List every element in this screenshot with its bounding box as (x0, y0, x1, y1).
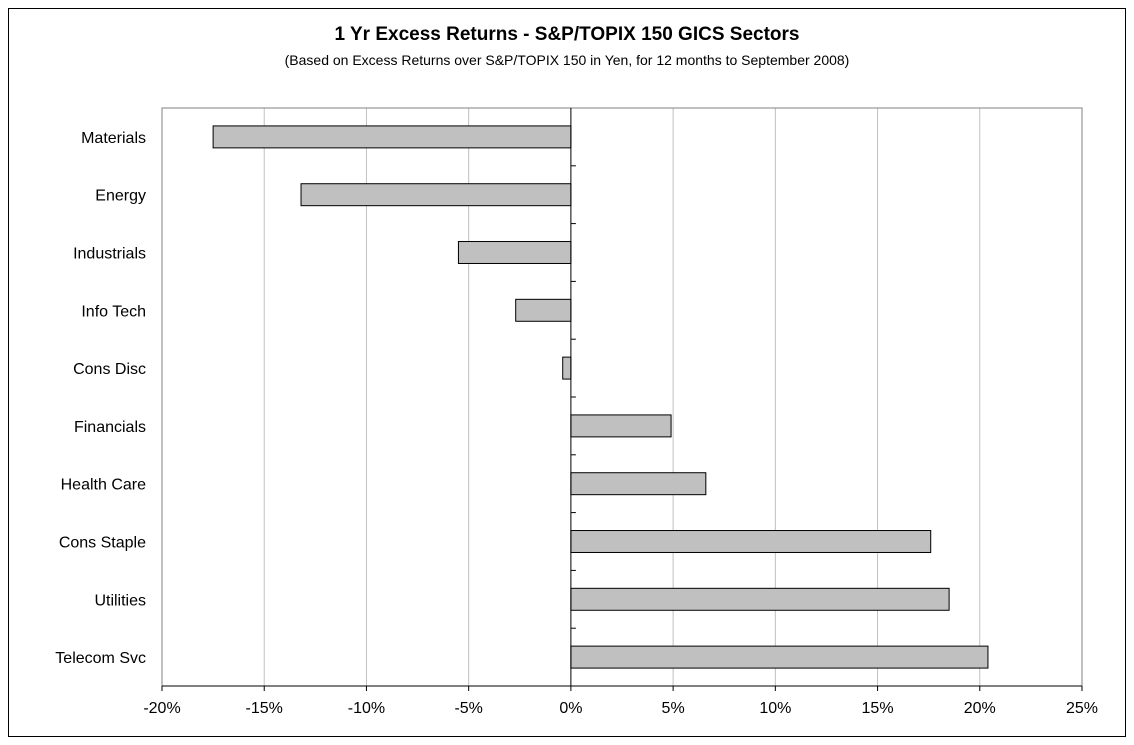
x-tick-label: 0% (559, 700, 582, 717)
x-tick-label: -20% (143, 700, 180, 717)
bar-energy (300, 183, 572, 207)
category-label: Industrials (73, 246, 146, 263)
category-label: Info Tech (81, 303, 146, 320)
category-label: Health Care (61, 477, 146, 494)
labels: -20% -15% -10% -5% 0% 5% 10% 15% 20% 25% Materials… (55, 130, 1098, 717)
chart-title: 1 Yr Excess Returns - S&P/TOPIX 150 GICS… (334, 24, 800, 45)
bar-info-tech (515, 298, 572, 322)
bar-industrials (457, 241, 572, 264)
bar-health-care (570, 472, 707, 496)
x-tick-label: 20% (964, 700, 996, 717)
category-label: Telecom Svc (55, 650, 146, 667)
x-tick-label: 5% (662, 700, 685, 717)
bar-financials (570, 414, 672, 438)
x-tick-label: -5% (454, 700, 482, 717)
axes (161, 108, 1083, 691)
x-tick-label: 15% (862, 700, 894, 717)
x-tick-label: 25% (1066, 700, 1098, 717)
bar-cons-staple (570, 530, 932, 553)
category-label: Cons Staple (59, 535, 146, 552)
x-tick-label: 10% (759, 700, 791, 717)
bar-cons-disc (562, 356, 572, 380)
category-label: Materials (81, 130, 146, 147)
bar-telecom-svc (570, 645, 989, 669)
category-label: Energy (95, 188, 146, 205)
category-label: Financials (74, 419, 146, 436)
bars (212, 125, 989, 669)
bar-utilities (570, 587, 950, 611)
x-tick-label: -15% (246, 700, 283, 717)
x-tick-label: -10% (348, 700, 385, 717)
bar-materials (212, 125, 572, 149)
category-label: Utilities (94, 592, 146, 609)
category-label: Cons Disc (73, 361, 146, 378)
chart-subtitle: (Based on Excess Returns over S&P/TOPIX … (284, 52, 850, 68)
